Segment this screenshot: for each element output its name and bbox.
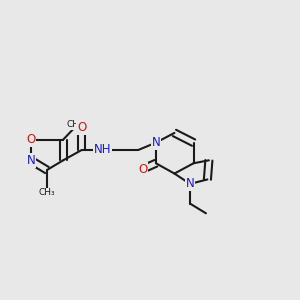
- Text: O: O: [138, 163, 147, 176]
- Text: O: O: [77, 122, 86, 134]
- Text: NH: NH: [94, 143, 111, 157]
- Text: CH₃: CH₃: [39, 188, 55, 197]
- Text: CH₃: CH₃: [67, 120, 83, 129]
- Text: O: O: [26, 133, 35, 146]
- Text: N: N: [152, 136, 160, 149]
- Text: N: N: [26, 154, 35, 167]
- Text: N: N: [186, 177, 194, 190]
